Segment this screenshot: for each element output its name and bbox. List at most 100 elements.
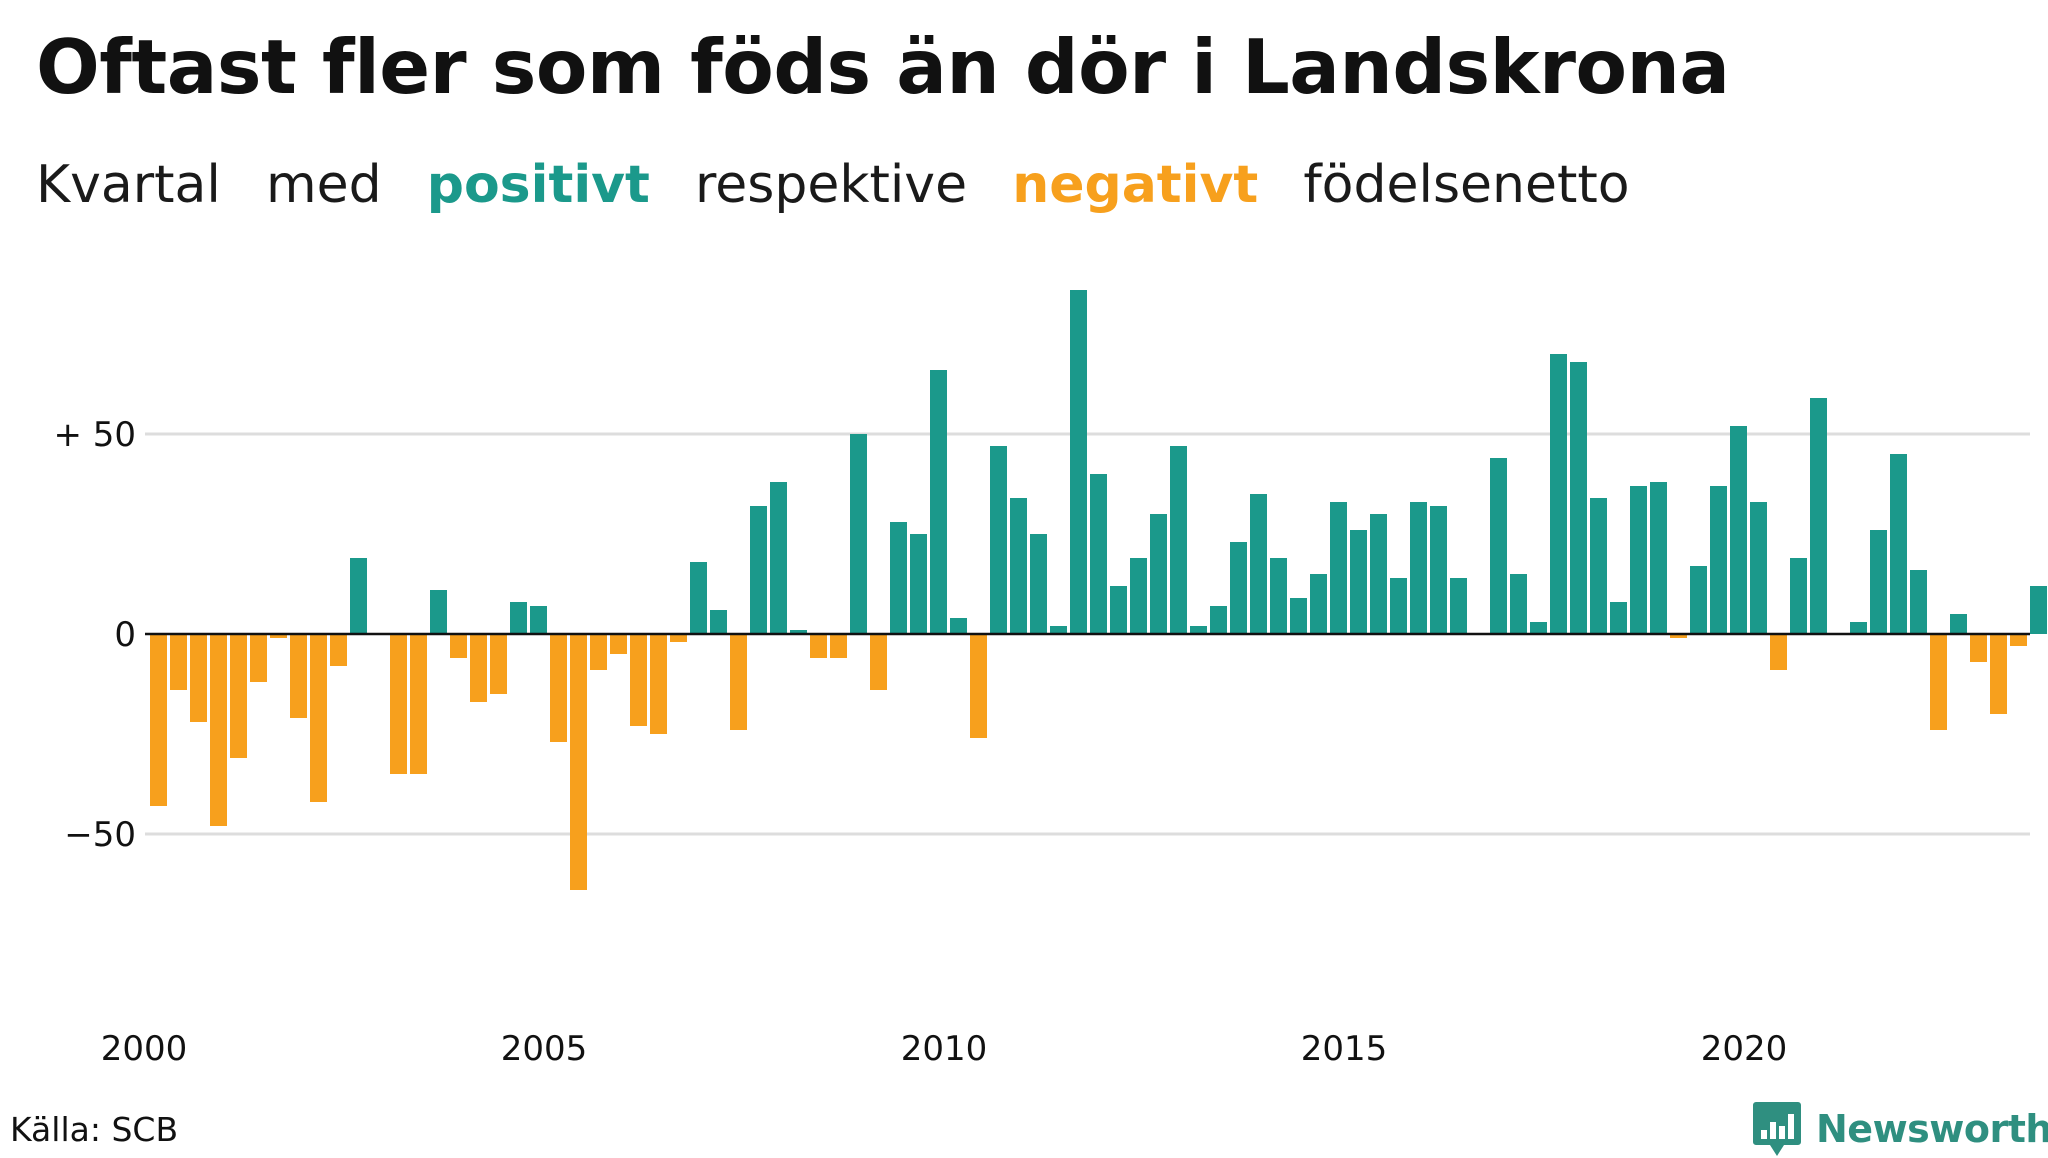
bar-positive — [1590, 498, 1607, 634]
chart-subtitle: Kvartal med positivt respektive negativt… — [36, 150, 1658, 220]
bar-positive — [690, 562, 707, 634]
bar-positive — [1730, 426, 1747, 634]
x-tick-label: 2015 — [1301, 1029, 1388, 1069]
bar-negative — [470, 634, 487, 702]
source-note: Källa: SCB — [10, 1110, 179, 1149]
bar-negative — [1990, 634, 2007, 714]
bar-positive — [1490, 458, 1507, 634]
bar-positive — [990, 446, 1007, 634]
bar-positive — [2030, 586, 2047, 634]
bar-positive — [1430, 506, 1447, 634]
bar-positive — [1650, 482, 1667, 634]
bar-positive — [1290, 598, 1307, 634]
legend-negative: negativt — [1012, 155, 1259, 215]
bar-positive — [1690, 566, 1707, 634]
legend-positive: positivt — [426, 155, 650, 215]
chart-title: Oftast fler som föds än dör i Landskrona — [36, 23, 1730, 111]
bar-positive — [1530, 622, 1547, 634]
bar-positive — [930, 370, 947, 634]
bar-positive — [1050, 626, 1067, 634]
bar-positive — [790, 630, 807, 634]
bar-positive — [1250, 494, 1267, 634]
bar-positive — [1170, 446, 1187, 634]
y-tick-label: −50 — [64, 815, 136, 855]
bar-positive — [1710, 486, 1727, 634]
bar-positive — [1550, 354, 1567, 634]
bar-positive — [1610, 602, 1627, 634]
gridlines — [145, 432, 2030, 836]
bar-positive — [1910, 570, 1927, 634]
bar-negative — [450, 634, 467, 658]
bar-negative — [1970, 634, 1987, 662]
subtitle-word: Kvartal — [36, 155, 221, 215]
bar-negative — [310, 634, 327, 802]
bar-positive — [950, 618, 967, 634]
subtitle-word: med — [265, 155, 382, 215]
axes: + 50 0 −50 2000 2005 2010 2015 2020 — [53, 415, 2030, 1069]
bar-negative — [830, 634, 847, 658]
bar-positive — [430, 590, 447, 634]
bar-positive — [1810, 398, 1827, 634]
bar-positive — [770, 482, 787, 634]
bar-negative — [1930, 634, 1947, 730]
bar-negative — [170, 634, 187, 690]
bar-positive — [710, 610, 727, 634]
bar-positive — [1190, 626, 1207, 634]
bar-positive — [1410, 502, 1427, 634]
bar-positive — [1850, 622, 1867, 634]
bar-positive — [1330, 502, 1347, 634]
bar-negative — [490, 634, 507, 694]
bar-positive — [1370, 514, 1387, 634]
bar-negative — [610, 634, 627, 654]
bar-positive — [1110, 586, 1127, 634]
bar-positive — [510, 602, 527, 634]
bar-negative — [210, 634, 227, 826]
bar-positive — [1150, 514, 1167, 634]
brand-name: Newsworthy — [1816, 1107, 2048, 1151]
bar-positive — [850, 434, 867, 634]
subtitle-word: respektive — [695, 155, 968, 215]
bar-negative — [670, 634, 687, 642]
bar-positive — [1230, 542, 1247, 634]
bar-positive — [530, 606, 547, 634]
bar-negative — [390, 634, 407, 774]
bar-negative — [730, 634, 747, 730]
bar-positive — [1950, 614, 1967, 634]
bar-positive — [1310, 574, 1327, 634]
bar-positive — [1210, 606, 1227, 634]
bar-negative — [150, 634, 167, 806]
bar-positive — [1890, 454, 1907, 634]
x-tick-label: 2010 — [901, 1029, 988, 1069]
bar-negative — [330, 634, 347, 666]
bar-negative — [1670, 634, 1687, 638]
bar-negative — [570, 634, 587, 890]
x-tick-label: 2005 — [501, 1029, 588, 1069]
bar-positive — [910, 534, 927, 634]
bar-negative — [270, 634, 287, 638]
bar-positive — [350, 558, 367, 634]
bar-positive — [1450, 578, 1467, 634]
bar-negative — [290, 634, 307, 718]
bar-positive — [1350, 530, 1367, 634]
bar-positive — [1390, 578, 1407, 634]
bar-negative — [870, 634, 887, 690]
bar-negative — [250, 634, 267, 682]
bar-positive — [890, 522, 907, 634]
bar-negative — [630, 634, 647, 726]
brand-logo: Newsworthy — [1752, 1100, 2048, 1158]
x-tick-label: 2020 — [1701, 1029, 1788, 1069]
bar-negative — [590, 634, 607, 670]
bar-positive — [1790, 558, 1807, 634]
bar-positive — [1870, 530, 1887, 634]
bar-positive — [1090, 474, 1107, 634]
bars — [150, 290, 2047, 890]
bar-negative — [190, 634, 207, 722]
bar-positive — [750, 506, 767, 634]
y-tick-label: + 50 — [53, 415, 136, 455]
bar-positive — [1630, 486, 1647, 634]
bar-negative — [230, 634, 247, 758]
subtitle-word: födelsenetto — [1303, 155, 1630, 215]
bar-negative — [410, 634, 427, 774]
bar-positive — [1130, 558, 1147, 634]
